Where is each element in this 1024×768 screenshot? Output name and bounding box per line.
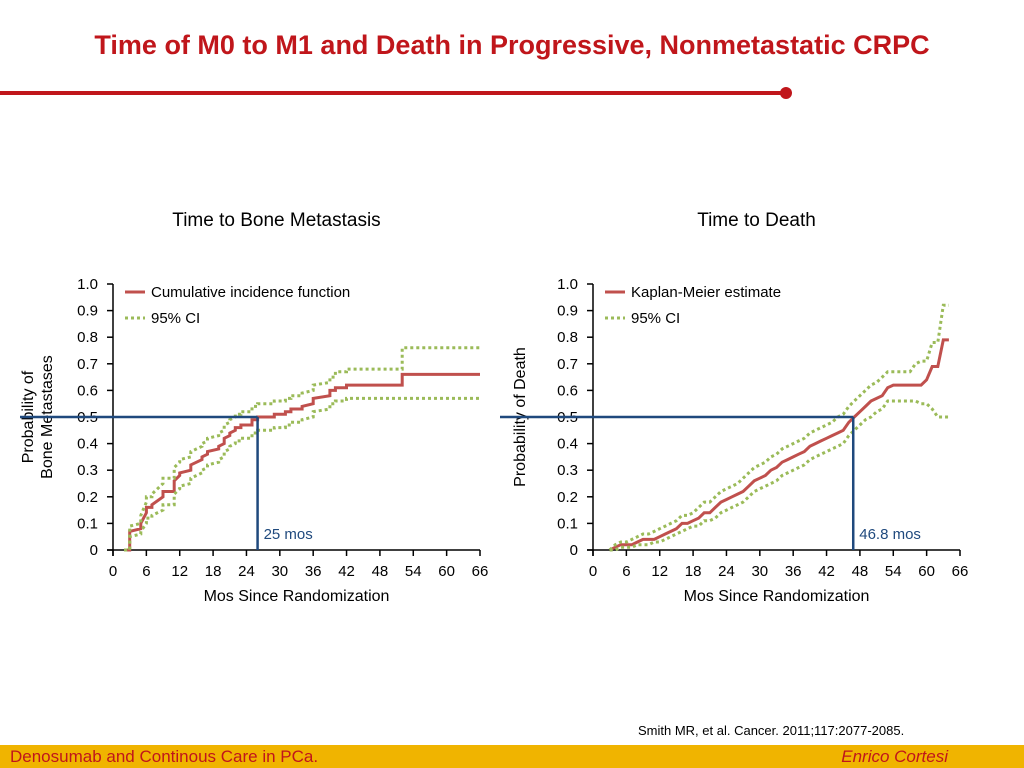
x-tick-label: 54 [885, 563, 902, 580]
median-label: 46.8 mos [859, 526, 921, 543]
x-tick-label: 18 [205, 563, 222, 580]
ci-series-line [609, 399, 949, 552]
y-tick-label: 0.2 [77, 489, 98, 506]
median-label: 25 mos [264, 526, 313, 543]
y-tick-label: 1.0 [557, 276, 578, 293]
x-tick-label: 0 [109, 563, 117, 580]
y-tick-label: 0 [570, 542, 578, 559]
slide-title: Time of M0 to M1 and Death in Progressiv… [94, 30, 930, 60]
legend-label: Cumulative incidence function [151, 284, 350, 301]
ci-series-line [124, 346, 480, 552]
estimate-series-line [609, 338, 949, 552]
x-tick-label: 48 [372, 563, 389, 580]
legend-label: 95% CI [151, 310, 200, 327]
y-tick-label: 0.3 [557, 462, 578, 479]
footer-bar: Denosumab and Continous Care in PCa. Enr… [0, 745, 1024, 768]
y-tick-label: 0.8 [557, 329, 578, 346]
y-tick-label: 0 [90, 542, 98, 559]
y-tick-label: 0.6 [77, 382, 98, 399]
chart-bone-metastasis: Time to Bone Metastasis 0 0.1 0.2 0.3 0.4 0.5 0… [20, 195, 500, 615]
x-tick-label: 18 [685, 563, 702, 580]
x-tick-label: 12 [171, 563, 188, 580]
y-tick-label: 1.0 [77, 276, 98, 293]
chart-title: Time to Death [697, 210, 816, 231]
x-tick-label: 60 [918, 563, 935, 580]
x-tick-label: 36 [785, 563, 802, 580]
x-tick-label: 30 [751, 563, 768, 580]
y-tick-label: 0.7 [557, 356, 578, 373]
y-tick-label: 0.1 [77, 515, 98, 532]
x-tick-label: 0 [589, 563, 597, 580]
citation: Smith MR, et al. Cancer. 2011;117:2077-2… [638, 723, 905, 738]
x-tick-label: 60 [438, 563, 455, 580]
ci-series-line [608, 303, 949, 552]
title-underline [0, 91, 786, 95]
y-tick-label: 0.3 [77, 462, 98, 479]
x-tick-label: 36 [305, 563, 322, 580]
footer-course-title: Denosumab and Continous Care in PCa. [10, 747, 319, 766]
chart-death: Time to Death 0 0.1 0.2 0.3 0.4 0.5 0.6 0.7 0.8 0.… [500, 195, 980, 615]
footer-author: Enrico Cortesi [841, 747, 948, 766]
y-tick-label: 0.4 [557, 436, 578, 453]
title-underline-dot [780, 87, 792, 99]
x-tick-label: 48 [852, 563, 869, 580]
x-axis-label: Mos Since Randomization [204, 588, 390, 605]
y-tick-label: 0.4 [77, 436, 98, 453]
y-tick-label: 0.8 [77, 329, 98, 346]
ci-series-line [124, 396, 480, 552]
x-tick-label: 6 [142, 563, 150, 580]
x-tick-label: 30 [271, 563, 288, 580]
chart-svg: Time to Bone Metastasis00.10.20.30.40.50… [20, 210, 489, 605]
legend-label: 95% CI [631, 310, 680, 327]
chart-title: Time to Bone Metastasis [172, 210, 380, 231]
x-tick-label: 42 [338, 563, 355, 580]
x-tick-label: 6 [622, 563, 630, 580]
y-tick-label: 0.9 [77, 303, 98, 320]
x-axis-label: Mos Since Randomization [684, 588, 870, 605]
chart-svg: Time to Death00.10.20.30.40.50.60.70.80.… [500, 210, 969, 605]
legend-label: Kaplan-Meier estimate [631, 284, 781, 301]
y-tick-label: 0.2 [557, 489, 578, 506]
x-tick-label: 42 [818, 563, 835, 580]
x-tick-label: 54 [405, 563, 422, 580]
x-tick-label: 24 [238, 563, 255, 580]
x-tick-label: 66 [472, 563, 489, 580]
x-tick-label: 24 [718, 563, 735, 580]
y-tick-label: 0.6 [557, 382, 578, 399]
y-tick-label: 0.9 [557, 303, 578, 320]
y-tick-label: 0.1 [557, 515, 578, 532]
y-tick-label: 0.7 [77, 356, 98, 373]
estimate-series-line [124, 372, 480, 552]
x-tick-label: 66 [952, 563, 969, 580]
x-tick-label: 12 [651, 563, 668, 580]
